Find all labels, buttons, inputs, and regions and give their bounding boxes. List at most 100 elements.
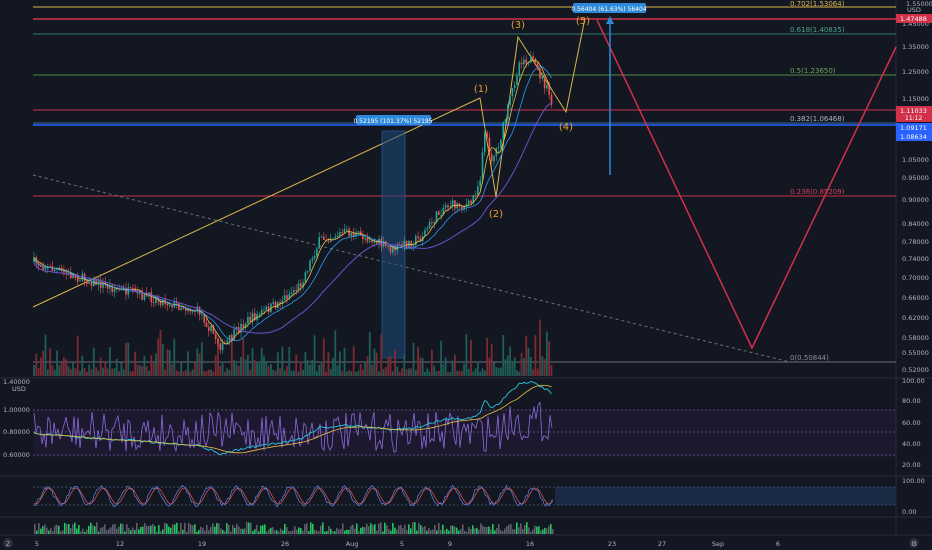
histogram-bar (42, 526, 44, 534)
dashed-trendline (32, 174, 791, 363)
volume-bar (267, 365, 270, 376)
candle-body (461, 206, 463, 210)
candle-body (240, 324, 242, 333)
histogram-bar (262, 525, 264, 534)
candle-body (260, 310, 263, 314)
histogram-bar (510, 523, 512, 534)
osc-tick: 100.00 (902, 477, 925, 485)
histogram-bar (278, 531, 280, 534)
volume-bar (495, 367, 498, 376)
candle-body (490, 154, 493, 162)
histogram-bar (72, 524, 74, 534)
volume-bar (493, 362, 495, 376)
candle-body (486, 132, 488, 138)
candle-body (141, 290, 143, 300)
histogram-bar (240, 528, 242, 534)
timezone-badge[interactable] (3, 538, 13, 548)
histogram-bar (344, 530, 346, 534)
volume-bar (396, 366, 399, 376)
volume-bar (79, 371, 81, 376)
histogram-bar (314, 529, 316, 534)
histogram-bar (500, 530, 502, 534)
date-tick: 6 (776, 540, 780, 548)
histogram-bar (416, 530, 418, 534)
date-tick: 9 (448, 540, 452, 548)
histogram-bar (454, 526, 456, 534)
histogram-bar (130, 530, 132, 534)
candle-body (249, 316, 251, 323)
histogram-bar (158, 525, 160, 534)
price-axis[interactable]: 1.55000 USD 1.45000 1.35000 1.25000 1.15000… (902, 0, 932, 374)
candle-body (281, 300, 284, 304)
volume-bar (95, 367, 97, 376)
histogram-bar (498, 524, 500, 534)
candle-body (210, 325, 212, 331)
candle-body (111, 285, 113, 292)
histogram-bar (480, 523, 482, 534)
histogram-bar (184, 522, 186, 534)
candle-body (129, 287, 132, 289)
ma-slow-line (33, 102, 552, 334)
histogram-bar (284, 523, 286, 534)
histogram-bar (334, 531, 336, 534)
date-axis[interactable]: 5 12 19 26 Aug 5 9 16 23 27 Sep 6 (35, 540, 780, 548)
volume-bar (276, 352, 279, 376)
candle-body (332, 238, 334, 240)
histogram-bar (212, 523, 214, 534)
price-tag-current (896, 106, 932, 122)
histogram-bar (460, 528, 462, 534)
volume-bar (127, 342, 130, 376)
volume-bar (500, 367, 502, 376)
candle-body (203, 314, 205, 323)
candle-body (343, 229, 346, 233)
rsi-axis[interactable]: 1.40000 USD 1.00000 0.80000 0.60000 100.00 8… (3, 377, 925, 469)
histogram-bar (44, 524, 46, 534)
volume-bar (341, 371, 344, 376)
volume-bar (60, 362, 63, 376)
volume-bar (385, 366, 387, 376)
volume-bar (207, 369, 210, 376)
volume-bar (320, 361, 323, 376)
histogram-bar (100, 527, 102, 534)
volume-bar (155, 353, 157, 376)
volume-bar (92, 347, 95, 376)
candle-body (530, 55, 532, 62)
volume-bar (490, 343, 493, 376)
histogram-bar (482, 525, 484, 534)
candle-body (295, 290, 297, 291)
date-tick: 16 (526, 540, 534, 548)
volume-bar (355, 371, 357, 376)
volume-bar (242, 338, 245, 376)
candle-body (371, 241, 373, 243)
settings-icon[interactable] (909, 538, 919, 548)
volume-bar (329, 368, 332, 376)
fib-label-0236: 0.236(0.85209) (790, 188, 845, 196)
volume-bar (109, 347, 111, 376)
oscillator-axis[interactable]: 100.00 0.00 (902, 477, 925, 516)
candle-body (359, 231, 362, 235)
histogram-bar (146, 525, 148, 534)
fib-label-05: 0.5(1.23650) (790, 67, 836, 75)
histogram-bar (128, 528, 130, 534)
volume-bar (345, 371, 348, 376)
volume-bar (371, 364, 373, 376)
candle-body (44, 268, 47, 270)
volume-bar (251, 347, 254, 376)
volume-bar (115, 358, 118, 376)
volume-bar (447, 371, 449, 376)
volume-bar (265, 362, 268, 376)
histogram-bar (442, 524, 444, 534)
price-tag-blue1 (896, 123, 932, 132)
histogram-bar (550, 523, 552, 534)
volume-bar (520, 352, 523, 376)
candle-body (357, 231, 360, 233)
candle-body (247, 316, 249, 324)
candle-body (72, 274, 74, 279)
candle-body (456, 203, 458, 209)
histogram-bar (282, 530, 284, 534)
histogram-panel (34, 522, 554, 534)
volume-bar (412, 342, 415, 376)
histogram-bar (214, 526, 216, 534)
rsi-tick: 80.00 (902, 397, 921, 405)
